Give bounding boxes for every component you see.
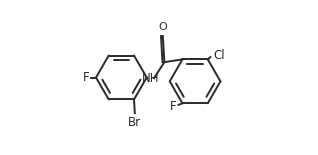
Text: F: F [83, 71, 89, 84]
Text: O: O [158, 22, 167, 32]
Text: Br: Br [128, 116, 142, 129]
Text: F: F [170, 100, 176, 113]
Text: Cl: Cl [213, 49, 225, 62]
Text: NH: NH [142, 72, 159, 85]
